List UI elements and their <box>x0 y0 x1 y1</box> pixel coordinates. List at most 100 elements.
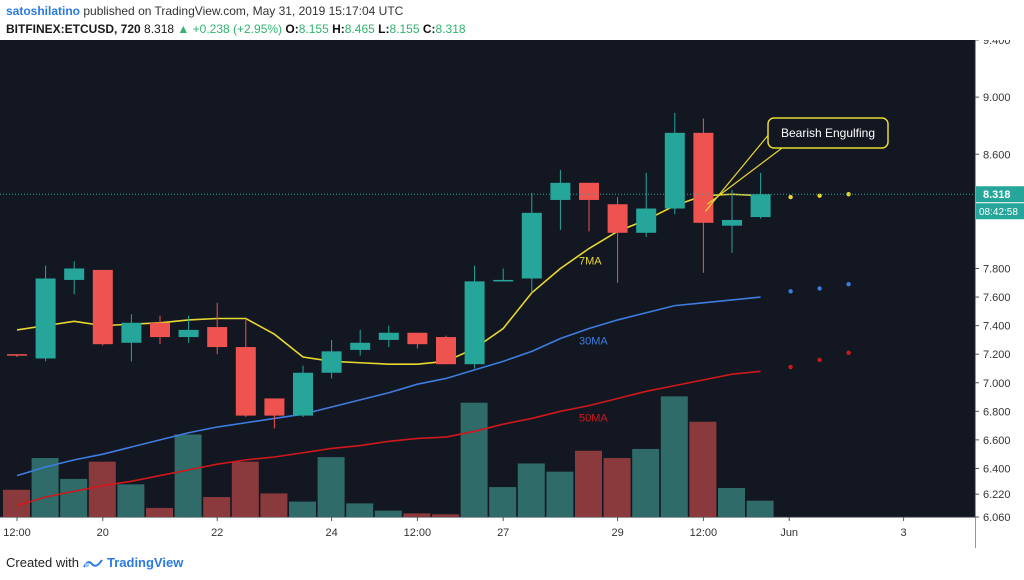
volume-bar <box>517 463 545 517</box>
time-axis-panel <box>0 517 975 548</box>
volume-bar <box>231 461 259 517</box>
x-tick-label: 27 <box>497 527 509 539</box>
candle <box>579 182 599 232</box>
tradingview-brand[interactable]: TradingView <box>106 555 184 570</box>
volume-bar <box>632 448 660 517</box>
candle-body <box>636 208 657 233</box>
volume-bar <box>317 457 345 517</box>
created-with-label: Created with <box>6 555 79 570</box>
y-tick-label: 7.200 <box>983 349 1011 361</box>
volume-bar <box>746 500 774 517</box>
x-tick-label: 29 <box>611 527 623 539</box>
y-tick-label: 9.400 <box>983 40 1011 47</box>
candle-body <box>464 281 485 365</box>
ma-forecast-dot <box>788 194 793 200</box>
candle <box>436 335 456 365</box>
y-tick-label: 7.400 <box>983 321 1011 333</box>
ma-label: 50MA <box>579 413 608 425</box>
candle <box>207 302 228 355</box>
candle <box>7 354 27 358</box>
volume-bar <box>489 487 517 517</box>
candle-body <box>64 268 85 280</box>
volume-bar <box>403 513 431 517</box>
candle <box>407 332 428 349</box>
candle-body <box>550 182 571 200</box>
candle-body <box>7 354 27 356</box>
candle-body <box>35 278 56 359</box>
candle-body <box>378 332 399 340</box>
ma-forecast-dot <box>817 357 822 363</box>
candle <box>235 319 256 418</box>
candle <box>35 265 56 362</box>
close-value: 8.318 <box>435 22 466 36</box>
volume-bar <box>88 461 116 517</box>
y-tick-label: 6.060 <box>983 512 1011 524</box>
candle <box>264 398 285 429</box>
candle <box>293 365 313 418</box>
y-tick-label: 6.600 <box>983 435 1011 447</box>
x-tick-label: 12:00 <box>690 527 718 539</box>
ma-line-30ma <box>16 296 761 477</box>
x-tick-label: 12:00 <box>3 527 31 539</box>
annotation-pointer <box>707 147 783 205</box>
close-label: C: <box>422 22 436 36</box>
volume-bar <box>460 402 488 517</box>
volume-bar <box>546 471 574 517</box>
x-tick-label: 22 <box>211 527 223 539</box>
candle <box>493 268 514 282</box>
ma-forecast-dot <box>846 282 851 287</box>
tradingview-logo-icon <box>83 558 103 567</box>
x-tick-label: Jun <box>780 527 798 539</box>
candle <box>150 315 170 345</box>
ma-forecast-dot <box>817 286 822 291</box>
x-tick-label: 24 <box>325 527 337 539</box>
candle <box>464 265 485 369</box>
candle-body <box>350 342 371 350</box>
annotation-box <box>767 117 889 149</box>
candle <box>722 189 742 253</box>
price-axis-panel <box>975 40 1024 548</box>
volume-bar <box>260 493 288 517</box>
ma-forecast-dot <box>846 192 851 197</box>
ma-forecast-dot <box>846 350 851 355</box>
volume-bar <box>575 450 602 517</box>
ma-forecast-dot <box>788 364 793 370</box>
y-tick-label: 8.600 <box>983 149 1011 161</box>
footer: Created with TradingView <box>6 555 183 570</box>
change-arrow-icon: ▲ <box>177 22 190 36</box>
y-tick-label: 7.000 <box>983 378 1011 390</box>
high-label: H: <box>332 22 345 36</box>
candle-body <box>607 204 628 233</box>
volume-bar <box>146 507 173 517</box>
last-price: 8.318 <box>144 22 175 36</box>
open-label: O: <box>285 22 299 36</box>
open-value: 8.155 <box>298 22 329 36</box>
y-tick-label: 9.000 <box>983 92 1011 104</box>
chart-byline: satoshilatino published on TradingView.c… <box>6 4 403 18</box>
candle <box>378 325 399 348</box>
publish-info: published on TradingView.com, May 31, 20… <box>83 4 404 18</box>
volume-bar <box>603 458 631 517</box>
candle <box>178 315 199 343</box>
x-tick-label: 20 <box>97 527 109 539</box>
candle-body <box>722 219 742 226</box>
candle-body <box>121 322 142 343</box>
ma-line-50ma <box>16 370 761 507</box>
volume-bar <box>660 396 688 517</box>
author-link[interactable]: satoshilatino <box>6 4 81 18</box>
candle <box>350 329 371 356</box>
y-tick-label: 6.400 <box>983 463 1011 475</box>
volume-bar <box>117 484 145 517</box>
candle-body <box>92 269 113 345</box>
price-chart[interactable]: 7MA 30MA 50MA Bearish Engulfing 9.400 9.000 8.… <box>0 40 1024 548</box>
candle <box>521 192 542 293</box>
candle-body <box>293 372 313 416</box>
countdown-label: 08:42:58 <box>979 207 1018 218</box>
candle-body <box>579 182 599 200</box>
ma-forecast-dot <box>788 289 793 294</box>
volume-bar <box>174 434 202 517</box>
high-value: 8.465 <box>344 22 375 36</box>
candle-body <box>321 351 342 373</box>
volume-bar <box>374 510 402 517</box>
candle <box>64 261 85 295</box>
